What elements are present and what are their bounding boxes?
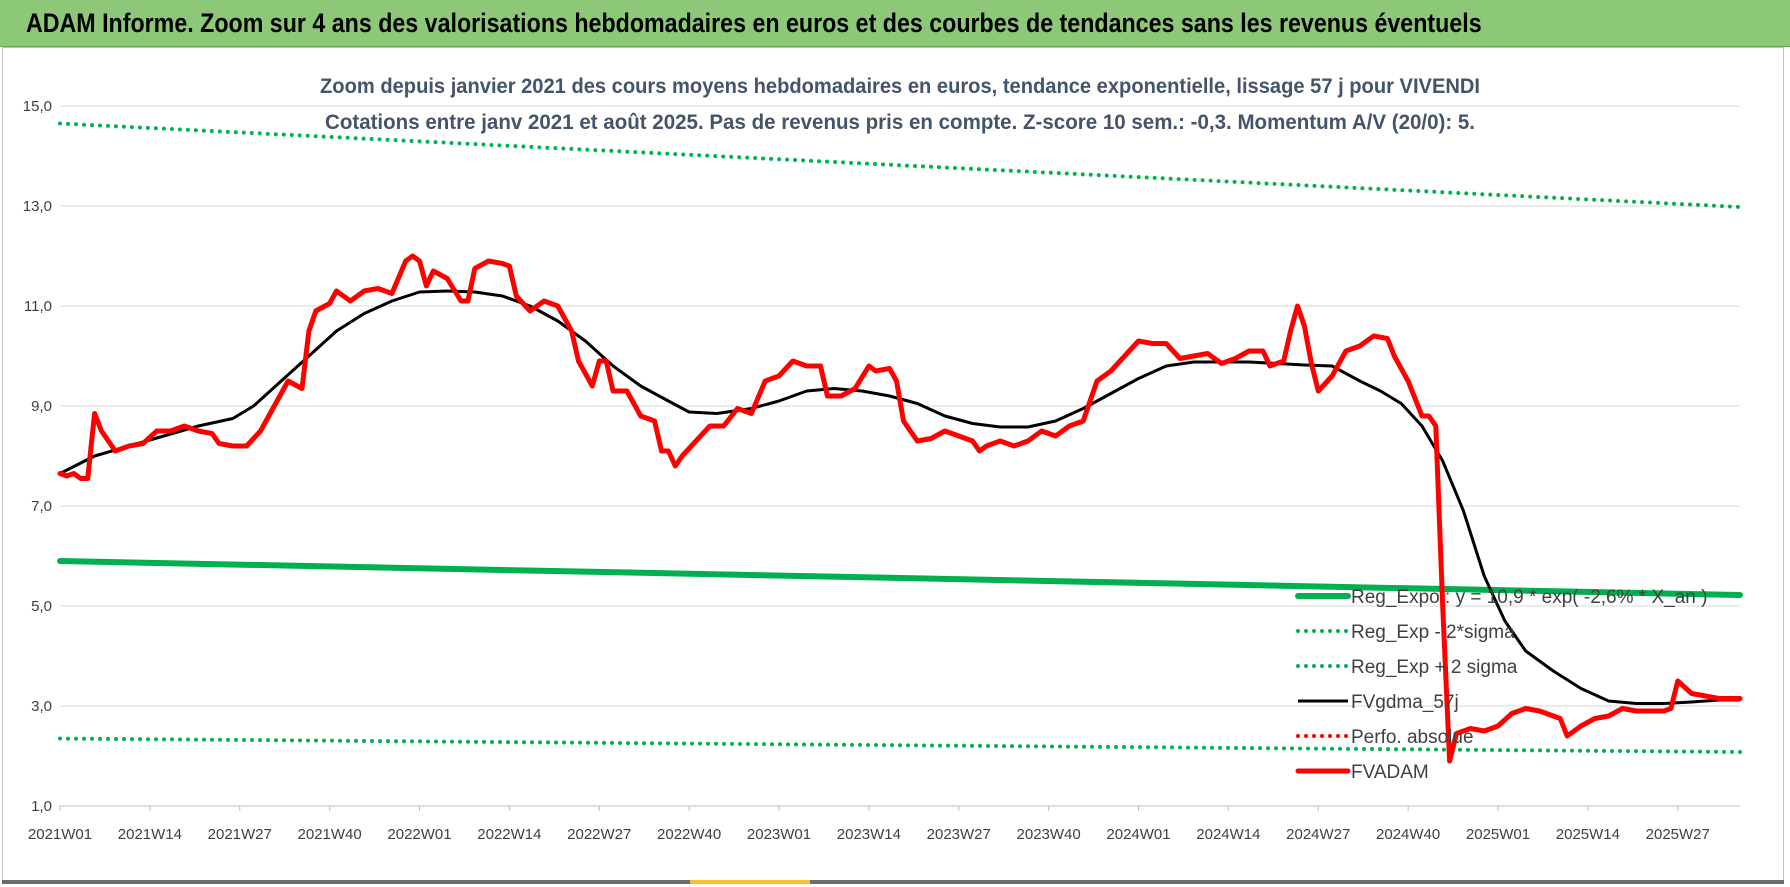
x-tick-label: 2021W27 <box>208 826 272 843</box>
legend-label: Reg_Exp - 2*sigma <box>1351 622 1515 643</box>
series <box>57 121 1743 764</box>
y-tick-label: 15,0 <box>23 98 52 115</box>
series-line-fvgdma-57j-3 <box>59 289 1740 705</box>
x-tick-label: 2022W14 <box>477 826 541 843</box>
x-tick-label: 2021W14 <box>118 826 182 843</box>
x-tick-label: 2024W14 <box>1196 826 1260 843</box>
x-tick-label: 2023W27 <box>927 826 991 843</box>
series-line-reg-exp-1 <box>58 736 1742 754</box>
series-line-reg-expo-0 <box>57 558 1743 598</box>
y-tick-label: 11,0 <box>24 298 52 315</box>
x-tick-label: 2025W01 <box>1466 826 1530 843</box>
chart-title: Zoom depuis janvier 2021 des cours moyen… <box>320 75 1480 134</box>
x-tick-label: 2021W01 <box>28 826 92 843</box>
legend-label: FVgdma_57j <box>1351 692 1459 713</box>
x-tick-label: 2023W01 <box>747 826 811 843</box>
y-tick-label: 3,0 <box>31 698 52 715</box>
page-title: ADAM Informe. Zoom sur 4 ans des valoris… <box>26 8 1482 38</box>
axes: 1,0 3,0 5,0 7,0 9,0 11,0 13,0 15,0 2021W01 2021W1… <box>23 98 1740 843</box>
x-tick-label: 2022W27 <box>567 826 631 843</box>
y-tick-label: 5,0 <box>31 598 52 615</box>
x-tick-label: 2021W40 <box>298 826 362 843</box>
chart-subtitle-line: Cotations entre janv 2021 et août 2025. … <box>325 111 1475 134</box>
series-line-fvadam-5 <box>57 253 1743 764</box>
x-tick-label: 2023W40 <box>1017 826 1081 843</box>
bottom-accent-highlight <box>690 880 810 884</box>
x-tick-label: 2025W27 <box>1646 826 1710 843</box>
x-tick-label: 2024W27 <box>1286 826 1350 843</box>
chart-subtitle-line: Zoom depuis janvier 2021 des cours moyen… <box>320 75 1480 98</box>
legend-label: FVADAM <box>1351 762 1429 783</box>
header-bar: ADAM Informe. Zoom sur 4 ans des valoris… <box>0 0 1790 47</box>
legend-label: Reg_Expo : y = 10,9 * exp( -2,6% * X_an … <box>1351 587 1707 608</box>
x-tick-label: 2024W40 <box>1376 826 1440 843</box>
gridlines <box>60 105 1740 807</box>
legend-label: Perfo. absolue <box>1351 727 1474 748</box>
y-tick-label: 7,0 <box>31 498 52 515</box>
legend-label: Reg_Exp + 2 sigma <box>1351 657 1518 678</box>
x-tick-label: 2024W01 <box>1106 826 1170 843</box>
legend: Reg_Expo : y = 10,9 * exp( -2,6% * X_an … <box>1295 587 1707 783</box>
x-tick-label: 2022W01 <box>387 826 451 843</box>
bottom-accent-bar <box>2 880 1784 884</box>
y-tick-label: 1,0 <box>31 798 52 815</box>
y-tick-label: 9,0 <box>31 398 52 415</box>
y-tick-label: 13,0 <box>23 198 52 215</box>
x-tick-label: 2025W14 <box>1556 826 1620 843</box>
x-tick-label: 2023W14 <box>837 826 901 843</box>
series-line-reg-exp-2 <box>58 121 1742 209</box>
x-tick-label: 2022W40 <box>657 826 721 843</box>
